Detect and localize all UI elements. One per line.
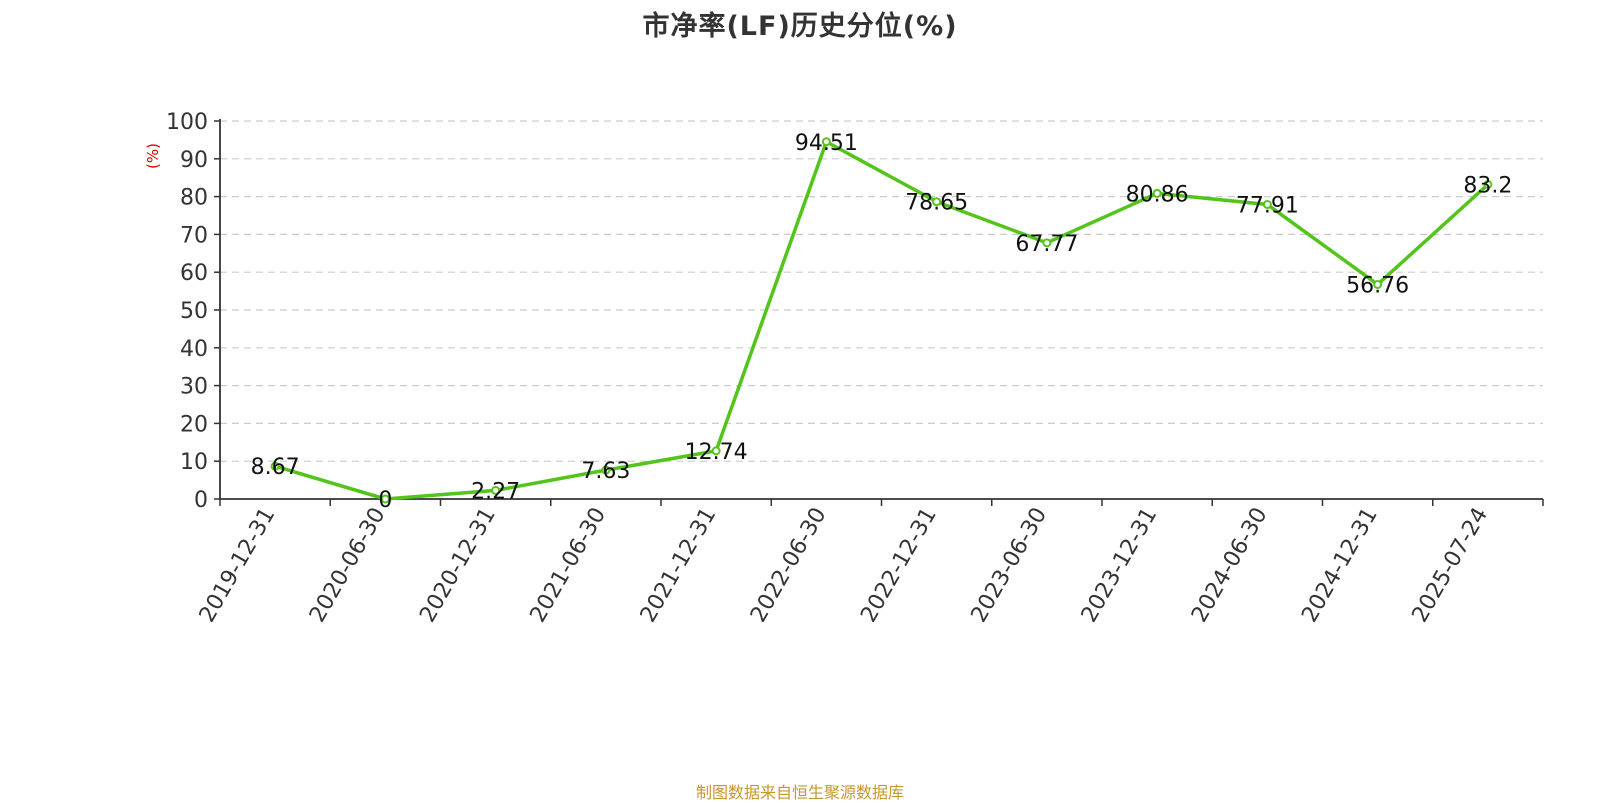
axes: 0 10 20 30 40 50 60 70 80 90 100 2019-12-31 2020-06-… — [166, 110, 1544, 627]
x-tick-label: 2020-06-30 — [305, 504, 391, 627]
x-tick-label: 2024-12-31 — [1297, 504, 1383, 627]
data-label: 77.91 — [1236, 194, 1299, 219]
chart-title: 市净率(LF)历史分位(%) — [642, 11, 958, 42]
y-tick-label: 90 — [180, 148, 208, 173]
data-label: 8.67 — [251, 455, 300, 480]
data-label: 67.77 — [1015, 232, 1078, 257]
series-line — [270, 137, 1493, 504]
data-point — [932, 197, 942, 207]
data-label: 78.65 — [905, 191, 968, 216]
x-tick-label: 2021-12-31 — [636, 504, 722, 627]
y-tick-label: 50 — [180, 299, 208, 324]
data-point — [491, 485, 501, 495]
x-tick-label: 2020-12-31 — [415, 504, 501, 627]
data-label: 56.76 — [1346, 273, 1409, 298]
data-point — [1373, 279, 1383, 289]
x-tick-label: 2025-07-24 — [1407, 504, 1493, 627]
x-tick-label: 2023-12-31 — [1077, 504, 1163, 627]
grid-lines — [220, 120, 1543, 462]
data-point — [1262, 200, 1272, 210]
series-polyline — [273, 140, 1490, 501]
data-label: 83.2 — [1463, 174, 1512, 199]
data-label: 0 — [378, 488, 392, 513]
x-tick-label: 2021-06-30 — [525, 504, 611, 627]
y-tick-label: 30 — [180, 375, 208, 400]
y-tick-label: 20 — [180, 412, 208, 437]
x-tick-label: 2022-06-30 — [746, 504, 832, 627]
data-labels: 8.67 0 2.27 7.63 12.74 94.51 78.65 67.77 80.86 77… — [251, 131, 1513, 513]
data-point — [1483, 180, 1493, 190]
data-label: 80.86 — [1126, 182, 1189, 207]
data-label: 2.27 — [471, 479, 520, 504]
x-tick-label: 2023-06-30 — [966, 504, 1052, 627]
data-point — [1152, 188, 1162, 198]
y-tick-label: 60 — [180, 261, 208, 286]
data-point — [1042, 238, 1052, 248]
y-tick-label: 70 — [180, 223, 208, 248]
data-source-note: 制图数据来自恒生聚源数据库 — [695, 783, 904, 802]
x-tick-label: 2019-12-31 — [195, 504, 281, 627]
data-point — [270, 461, 280, 471]
data-label: 94.51 — [795, 131, 858, 156]
y-tick-label: 100 — [166, 110, 208, 135]
y-tick-label: 0 — [194, 488, 208, 513]
x-tick-label: 2022-12-31 — [856, 504, 942, 627]
x-tick-label: 2024-06-30 — [1187, 504, 1273, 627]
data-point — [711, 446, 721, 456]
y-axis-label: (%) — [144, 143, 162, 169]
data-point — [601, 465, 611, 475]
y-tick-label: 80 — [180, 186, 208, 211]
data-point — [821, 137, 831, 147]
data-label: 7.63 — [581, 459, 630, 484]
y-tick-label: 10 — [180, 450, 208, 475]
data-point — [380, 494, 390, 504]
y-tick-label: 40 — [180, 337, 208, 362]
data-label: 12.74 — [685, 440, 748, 465]
